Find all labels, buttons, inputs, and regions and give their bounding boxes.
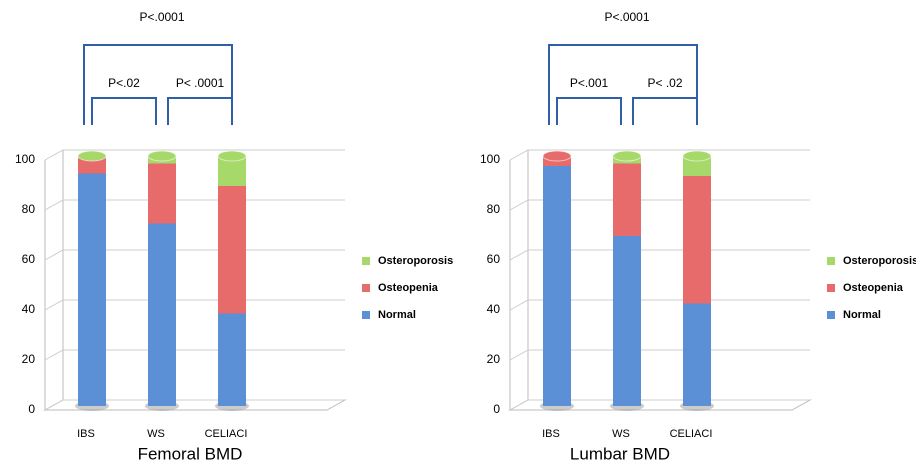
- y-tick-label: 0: [28, 402, 35, 416]
- y-tick-label: 40: [22, 302, 36, 316]
- bracket: [167, 97, 233, 125]
- bracket: [632, 97, 698, 125]
- bracket: [548, 44, 698, 125]
- y-tick-label: 60: [22, 252, 36, 266]
- x-tick-label: WS: [147, 428, 165, 440]
- grid-line: [44, 149, 345, 161]
- bracket: [556, 97, 622, 125]
- annotation: P< .02: [647, 76, 682, 90]
- grid-line: [509, 199, 810, 211]
- y-tick-label: 40: [487, 302, 501, 316]
- annotation: P<.001: [570, 76, 609, 90]
- legend-swatch: [827, 311, 835, 319]
- x-tick-label: CELIACI: [670, 428, 713, 440]
- bar-top: [682, 150, 712, 162]
- panel-title: Femoral BMD: [138, 444, 243, 463]
- x-tick-label: IBS: [542, 428, 560, 440]
- grid-line: [509, 349, 810, 361]
- legend-label: Osteopenia: [378, 282, 439, 294]
- y-tick-label: 80: [22, 202, 36, 216]
- bar-segment: [148, 163, 176, 224]
- legend-label: Osteroporosis: [843, 255, 916, 267]
- bar-top: [612, 150, 642, 162]
- grid-line: [509, 299, 810, 311]
- grid-line: [44, 299, 345, 311]
- legend-swatch: [827, 284, 835, 292]
- y-tick-label: 0: [493, 402, 500, 416]
- x-tick-label: WS: [612, 428, 630, 440]
- bar-segment: [683, 176, 711, 304]
- x-tick-label: CELIACI: [205, 428, 248, 440]
- x-tick-label: IBS: [77, 428, 95, 440]
- legend-swatch: [362, 311, 370, 319]
- bar-segment: [78, 158, 106, 174]
- grid-line: [44, 199, 345, 211]
- bar-top: [542, 150, 572, 162]
- bar-segment: [218, 186, 246, 314]
- bracket: [83, 44, 233, 125]
- bar-top: [147, 150, 177, 162]
- legend-label: Normal: [843, 309, 881, 321]
- grid-line: [44, 249, 345, 261]
- grid-line: [509, 149, 810, 161]
- y-tick-label: 80: [487, 202, 501, 216]
- y-tick-label: 20: [487, 352, 501, 366]
- grid-line: [509, 399, 810, 411]
- bar-segment: [613, 236, 641, 406]
- grid-line: [44, 349, 345, 361]
- y-tick-label: 20: [22, 352, 36, 366]
- annotation: P<.0001: [139, 10, 184, 24]
- y-tick-label: 60: [487, 252, 501, 266]
- bar-segment: [683, 156, 711, 176]
- panel-title: Lumbar BMD: [570, 444, 670, 463]
- bar-segment: [543, 166, 571, 406]
- bar-top: [217, 150, 247, 162]
- legend-swatch: [362, 284, 370, 292]
- bar-segment: [683, 303, 711, 406]
- bar-segment: [148, 223, 176, 406]
- legend-label: Osteroporosis: [378, 255, 453, 267]
- legend-swatch: [827, 257, 835, 265]
- bar-segment: [613, 163, 641, 236]
- y-tick-label: 100: [480, 152, 500, 166]
- bar-top: [77, 150, 107, 162]
- annotation: P<.0001: [604, 10, 649, 24]
- annotation: P< .0001: [176, 76, 225, 90]
- legend-swatch: [362, 257, 370, 265]
- legend-label: Normal: [378, 309, 416, 321]
- grid-line: [509, 249, 810, 261]
- bar-segment: [78, 173, 106, 406]
- annotation: P<.02: [108, 76, 140, 90]
- grid-line: [44, 399, 345, 411]
- legend-label: Osteopenia: [843, 282, 904, 294]
- bracket: [91, 97, 157, 125]
- bar-segment: [218, 313, 246, 406]
- y-tick-label: 100: [15, 152, 35, 166]
